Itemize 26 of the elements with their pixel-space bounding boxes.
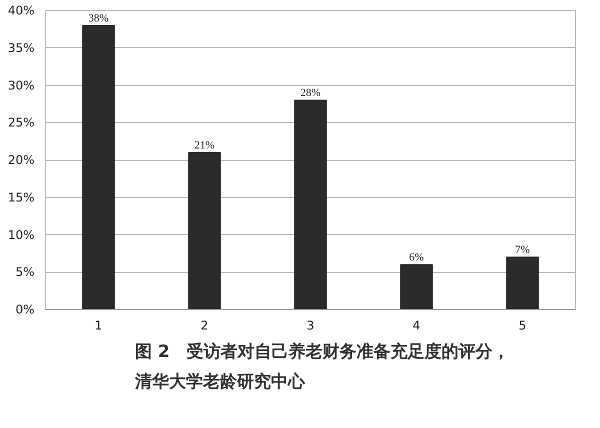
y-tick-label: 40% <box>8 4 34 18</box>
text: 图 2 受访者对自己养老财务准备充足度的评分， <box>135 342 510 362</box>
y-tick-label: 25% <box>8 116 34 130</box>
data-label: 6% <box>409 252 424 264</box>
y-tick-label: 20% <box>8 153 34 167</box>
bar <box>400 264 433 310</box>
data-label: 7% <box>515 244 530 256</box>
x-tick-label: 1 <box>94 318 102 332</box>
y-tick-label: 0% <box>15 302 35 316</box>
y-tick-label: 35% <box>8 40 34 55</box>
bar <box>188 152 221 310</box>
x-tick-label: 3 <box>306 318 314 332</box>
x-tick-label: 5 <box>518 318 526 332</box>
y-tick-label: 15% <box>8 190 34 204</box>
x-tick-label: 4 <box>412 318 420 332</box>
bar <box>294 100 327 310</box>
bar <box>82 24 115 310</box>
y-tick-label: 30% <box>8 78 34 92</box>
data-label: 28% <box>300 87 321 100</box>
data-label: 21% <box>194 140 215 152</box>
bar <box>506 256 539 310</box>
data-label: 38% <box>88 12 109 24</box>
text: 清华大学老龄研究中心 <box>135 372 305 392</box>
y-tick-label: 10% <box>8 228 34 242</box>
x-tick-label: 2 <box>200 318 208 332</box>
y-tick-label: 5% <box>15 265 35 280</box>
